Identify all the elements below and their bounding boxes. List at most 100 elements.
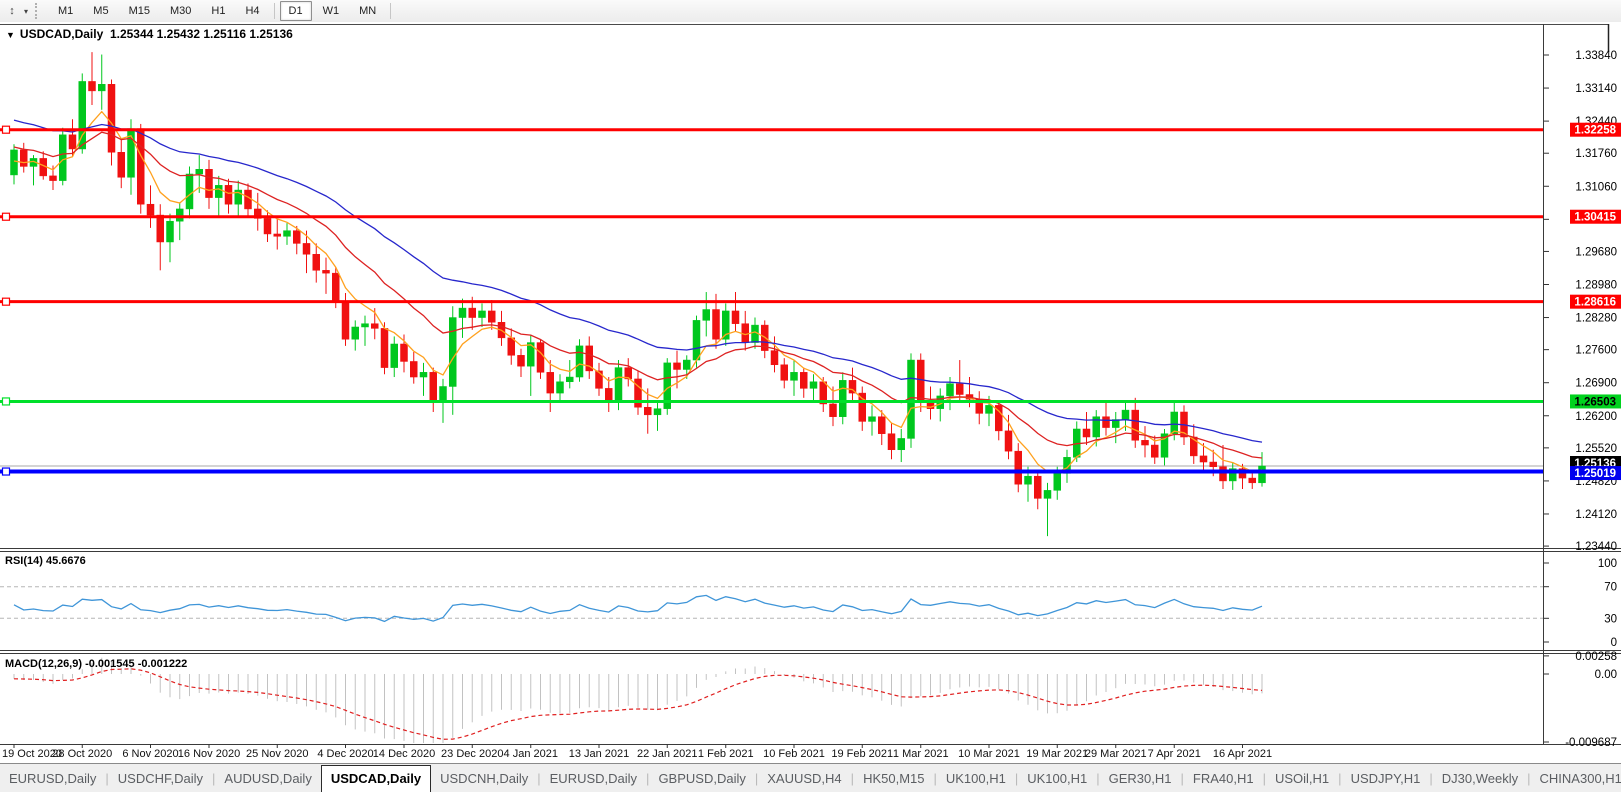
tab-eurusd-daily[interactable]: EURUSD,Daily bbox=[549, 771, 638, 786]
timeframe-h4[interactable]: H4 bbox=[245, 5, 260, 17]
candle bbox=[926, 386, 935, 420]
candle bbox=[770, 336, 779, 373]
candle bbox=[1160, 428, 1169, 466]
price-line-badge: 1.26503 bbox=[1570, 394, 1621, 409]
timeframe-toolbar: ↕ ▾ M1 M5 M15 M30 H1 H4 D1 W1 MN bbox=[0, 0, 1621, 23]
rsi-label: RSI(14) 45.6676 bbox=[5, 555, 86, 567]
tab-separator: | bbox=[1338, 771, 1342, 786]
timeframe-m5[interactable]: M5 bbox=[93, 5, 109, 17]
chart-symbol-label: USDCAD,Daily bbox=[19, 27, 104, 41]
chart-canvas[interactable]: 1.338401.331401.324401.317601.310601.303… bbox=[0, 22, 1621, 763]
tab-usoil-h1[interactable]: USOil,H1 bbox=[1274, 771, 1330, 786]
timeframe-w1[interactable]: W1 bbox=[322, 5, 340, 17]
candle bbox=[517, 348, 525, 378]
candle bbox=[741, 310, 749, 351]
tab-xauusd-h4[interactable]: XAUUSD,H4 bbox=[767, 771, 842, 786]
date-label: 28 Oct 2020 bbox=[52, 748, 113, 760]
tab-eurusd-daily[interactable]: EURUSD,Daily bbox=[9, 771, 97, 786]
timeframe-m30[interactable]: M30 bbox=[169, 5, 192, 17]
candle bbox=[897, 428, 905, 463]
tab-ger30-h1[interactable]: GER30,H1 bbox=[1108, 771, 1172, 786]
candle bbox=[410, 352, 418, 384]
candle bbox=[536, 339, 545, 379]
candle bbox=[390, 336, 398, 378]
candle bbox=[215, 175, 223, 218]
candle bbox=[878, 410, 886, 446]
candle bbox=[809, 374, 818, 401]
candle bbox=[117, 138, 125, 189]
macd-tick-label: -0.009687 bbox=[1565, 737, 1617, 749]
line-handle[interactable] bbox=[1, 397, 11, 406]
tab-usdjpy-h1[interactable]: USDJPY,H1 bbox=[1350, 771, 1421, 786]
candle bbox=[244, 183, 252, 217]
chart-frame bbox=[0, 24, 1621, 748]
candle bbox=[780, 358, 788, 389]
tab-uk100-h1[interactable]: UK100,H1 bbox=[945, 771, 1006, 786]
macd-label: MACD(12,26,9) -0.001545 -0.001222 bbox=[5, 658, 188, 670]
timeframe-d1[interactable]: D1 bbox=[279, 1, 312, 21]
price-line-badge: 1.30415 bbox=[1570, 209, 1621, 224]
candle bbox=[497, 310, 506, 346]
date-label: 19 Mar 2021 bbox=[1026, 748, 1089, 760]
candle bbox=[361, 315, 369, 346]
candle bbox=[575, 339, 584, 382]
candle bbox=[868, 405, 876, 436]
date-label: 14 Dec 2020 bbox=[372, 748, 436, 760]
tab-usdcnh-daily[interactable]: USDCNH,Daily bbox=[440, 771, 529, 786]
candle bbox=[546, 360, 554, 412]
price-tick-label: 1.31760 bbox=[1575, 148, 1617, 160]
candle bbox=[351, 320, 359, 351]
tab-dj30-weekly[interactable]: DJ30,Weekly bbox=[1441, 771, 1519, 786]
rsi-line bbox=[13, 594, 1263, 623]
pointer-tool-icon[interactable]: ↕ bbox=[9, 5, 15, 17]
tab-audusd-daily[interactable]: AUDUSD,Daily bbox=[224, 771, 312, 786]
line-handle[interactable] bbox=[1, 125, 11, 134]
candle bbox=[956, 360, 964, 403]
price-tick-label: 1.23440 bbox=[1575, 541, 1617, 553]
date-label: 22 Jan 2021 bbox=[636, 748, 698, 760]
candle bbox=[1112, 411, 1120, 444]
price-tick-label: 1.28980 bbox=[1575, 279, 1617, 291]
line-handle[interactable] bbox=[1, 297, 11, 306]
candle bbox=[166, 213, 174, 263]
macd-tick-label: 0.00 bbox=[1595, 669, 1617, 681]
tab-usdcad-daily[interactable]: USDCAD,Daily bbox=[320, 765, 432, 792]
candle bbox=[644, 388, 652, 434]
candle bbox=[302, 230, 311, 274]
timeframe-m1[interactable]: M1 bbox=[58, 5, 74, 17]
tab-gbpusd-daily[interactable]: GBPUSD,Daily bbox=[658, 771, 746, 786]
tab-hk50-m15[interactable]: HK50,M15 bbox=[863, 771, 925, 786]
price-line-badge: 1.32258 bbox=[1570, 122, 1621, 137]
timeframe-m15[interactable]: M15 bbox=[128, 5, 150, 17]
candle bbox=[605, 377, 613, 412]
candle bbox=[312, 243, 320, 283]
date-label: 4 Jan 2021 bbox=[503, 748, 558, 760]
tab-china300-h1[interactable]: CHINA300,H1 bbox=[1539, 771, 1621, 786]
toolbar-divider bbox=[390, 3, 392, 19]
rsi-value: 45.6676 bbox=[45, 555, 86, 567]
date-label: 16 Nov 2020 bbox=[177, 748, 241, 760]
date-label: 7 Apr 2021 bbox=[1147, 748, 1201, 760]
candle bbox=[653, 400, 662, 431]
candle bbox=[995, 400, 1003, 441]
candle bbox=[59, 127, 67, 186]
timeframe-h1[interactable]: H1 bbox=[211, 5, 226, 17]
line-handle[interactable] bbox=[1, 212, 11, 221]
candle bbox=[1190, 424, 1198, 464]
chevron-down-icon[interactable]: ▾ bbox=[23, 6, 28, 16]
line-handle[interactable] bbox=[1, 467, 11, 476]
rsi-tick-label: 70 bbox=[1604, 582, 1617, 594]
tab-bar: EURUSD,Daily | USDCHF,Daily | AUDUSD,Daily US… bbox=[0, 763, 1621, 792]
timeframe-mn[interactable]: MN bbox=[359, 5, 377, 17]
candle bbox=[819, 377, 827, 412]
tab-usdchf-daily[interactable]: USDCHF,Daily bbox=[117, 771, 204, 786]
toolbar-grip[interactable] bbox=[35, 3, 42, 19]
chart-collapse-arrow[interactable]: ▼ bbox=[6, 30, 15, 40]
candle bbox=[419, 362, 428, 396]
candle bbox=[449, 306, 457, 415]
ma-line-ema-slow bbox=[13, 119, 1263, 443]
candle bbox=[595, 362, 603, 396]
tab-uk100-h1[interactable]: UK100,H1 bbox=[1027, 771, 1088, 786]
tab-fra40-h1[interactable]: FRA40,H1 bbox=[1192, 771, 1254, 786]
candle bbox=[156, 204, 164, 271]
